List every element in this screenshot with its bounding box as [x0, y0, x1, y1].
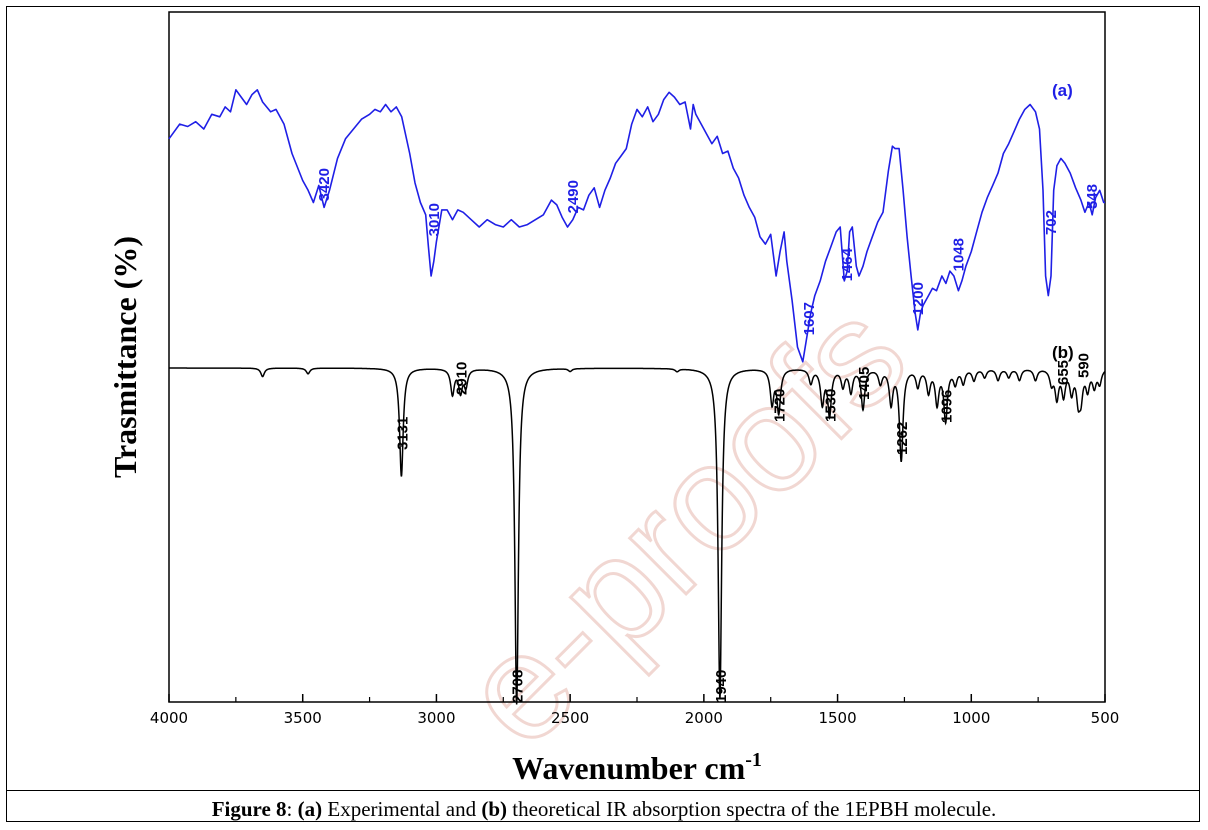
x-tick-label: 500 [1091, 709, 1120, 727]
peak-label-a: 1607 [801, 302, 818, 335]
peak-label-b: 1530 [823, 389, 840, 422]
caption-b-label: (b) [481, 797, 508, 821]
peak-label-a: 548 [1084, 184, 1101, 209]
peak-labels-a: 3420 3010 2490 1607 1464 1200 1048 702 548 [316, 168, 1101, 335]
figure-caption: Figure 8: (a) Experimental and (b) theor… [0, 797, 1208, 822]
peak-label-b: 3131 [394, 417, 411, 450]
peak-label-b: 1096 [939, 390, 956, 423]
x-axis-title-main: Wavenumber cm [512, 750, 746, 786]
x-axis-title: Wavenumber cm-1 [512, 749, 762, 786]
series-a-label: (a) [1052, 81, 1073, 100]
peak-label-b: 655 [1055, 360, 1072, 385]
x-axis-title-superscript: -1 [745, 749, 762, 771]
caption-a-label: (a) [297, 797, 323, 821]
peak-label-a: 702 [1043, 210, 1060, 235]
series-b-label: (b) [1052, 343, 1074, 362]
caption-text-2: theoretical IR absorption spectra of the… [507, 797, 997, 821]
peak-label-a: 1464 [839, 247, 856, 281]
caption-text-1: Experimental and [322, 797, 482, 821]
peak-label-b: 1720 [772, 389, 789, 422]
watermark: e-proofs [428, 268, 939, 779]
peak-label-b: 2910 [453, 362, 470, 395]
peak-label-b: 1405 [856, 367, 873, 400]
series-b-line [169, 367, 1106, 705]
peak-label-b: 1940 [713, 670, 730, 703]
peak-label-a: 2490 [565, 180, 582, 213]
caption-divider [6, 790, 1200, 791]
peak-labels-b: 3131 2910 2708 1940 1720 1530 1405 1262 1096 655 5… [394, 353, 1092, 703]
x-tick-label: 3000 [417, 709, 455, 727]
peak-label-b: 2708 [510, 670, 527, 703]
series-a-experimental [168, 89, 1105, 363]
peak-label-b: 1262 [894, 422, 911, 455]
x-tick-label: 3500 [284, 709, 322, 727]
y-axis-title: Trasmittance (%) [107, 236, 143, 478]
x-tick-label: 1000 [952, 709, 990, 727]
x-tick-label: 1500 [818, 709, 856, 727]
x-tick-label: 2000 [685, 709, 723, 727]
series-b-theoretical [169, 367, 1106, 705]
peak-label-a: 3420 [316, 168, 333, 201]
x-axis: 4000 3500 3000 2500 2000 1500 1000 500 [150, 694, 1119, 727]
peak-label-b: 590 [1075, 353, 1092, 378]
peak-label-a: 1200 [910, 282, 927, 315]
x-tick-label: 2500 [551, 709, 589, 727]
peak-label-a: 1048 [950, 238, 967, 271]
peak-label-a: 3010 [426, 203, 443, 236]
series-a-line [168, 89, 1105, 363]
caption-separator: : [286, 797, 298, 821]
ir-spectrum-chart: e-proofs 4000 3500 3000 2500 2000 1500 1000 500… [107, 11, 1119, 786]
watermark-text: e-proofs [429, 269, 937, 777]
caption-figure-label: Figure 8 [211, 797, 287, 821]
figure-frame [6, 6, 1200, 822]
x-tick-label: 4000 [150, 709, 188, 727]
